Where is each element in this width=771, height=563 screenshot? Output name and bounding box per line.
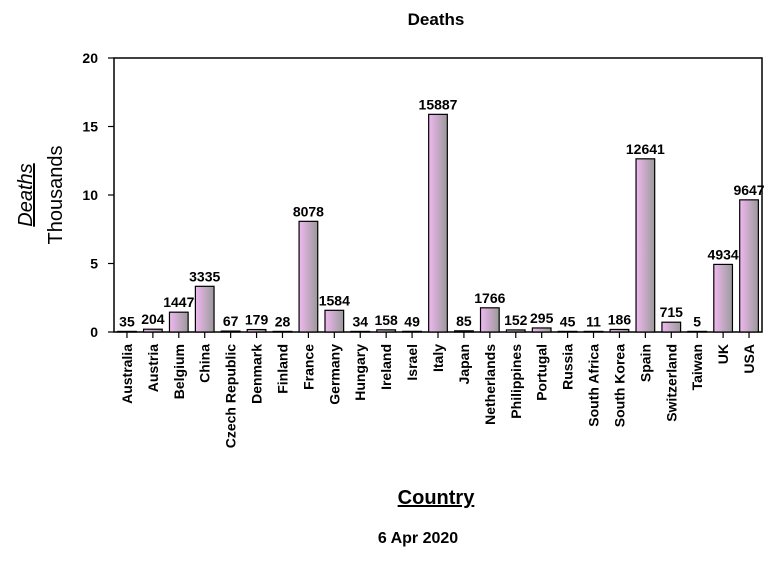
bar-value-label: 9647 <box>733 182 764 198</box>
x-tick-label: South Africa <box>586 344 602 427</box>
bar <box>428 113 448 333</box>
bar-value-label: 3335 <box>189 268 220 284</box>
bar <box>117 330 137 333</box>
y-tick-label: 10 <box>82 187 98 203</box>
y-axis-label: Deaths Thousands <box>15 146 67 245</box>
bar <box>194 285 215 333</box>
bar-value-label: 152 <box>504 312 528 328</box>
bar <box>402 330 423 333</box>
bar <box>298 220 319 333</box>
x-tick-label: Switzerland <box>663 344 679 422</box>
bar-value-label: 28 <box>275 313 291 329</box>
bar <box>220 330 241 333</box>
bar <box>583 330 604 333</box>
x-tick-label: Russia <box>560 344 576 390</box>
bar-value-label: 15887 <box>419 96 458 112</box>
x-tick-label: Australia <box>119 344 135 404</box>
bar-value-label: 35 <box>119 313 135 329</box>
bar <box>324 309 345 333</box>
x-tick-label: UK <box>715 344 731 364</box>
bar <box>479 307 500 333</box>
x-axis-label: Country <box>398 487 476 509</box>
bar <box>635 158 656 333</box>
x-tick-label: Netherlands <box>482 344 498 425</box>
bar <box>739 199 759 333</box>
x-tick-label: Czech Republic <box>223 344 239 448</box>
bar-value-label: 158 <box>374 312 398 328</box>
bar <box>272 330 293 333</box>
bar-value-label: 204 <box>141 311 165 327</box>
bar <box>713 263 734 333</box>
bar <box>168 311 189 333</box>
bar <box>687 330 708 333</box>
x-tick-label: Israel <box>404 344 420 381</box>
bar-value-label: 295 <box>530 310 554 326</box>
y-axis-label-bottom: Thousands <box>45 146 67 245</box>
bar-value-label: 45 <box>560 313 576 329</box>
x-tick-label: Hungary <box>352 344 368 401</box>
chart-footer-date: 6 Apr 2020 <box>378 530 458 547</box>
bar <box>531 327 552 333</box>
y-axis-label-top: Deaths <box>15 163 37 226</box>
bar-value-label: 715 <box>660 304 684 320</box>
bar-value-label: 4934 <box>708 246 739 262</box>
bar <box>609 328 630 333</box>
bar-value-label: 1447 <box>163 294 194 310</box>
x-tick-label: Spain <box>637 344 653 382</box>
x-tick-label: Philippines <box>508 344 524 419</box>
bar-value-label: 8078 <box>293 203 324 219</box>
bar <box>376 329 397 333</box>
x-tick-label: Belgium <box>171 344 187 399</box>
bar-value-label: 186 <box>608 311 632 327</box>
bar <box>661 321 682 333</box>
bar-value-label: 5 <box>693 313 701 329</box>
bar-value-label: 49 <box>404 313 420 329</box>
y-tick-label: 0 <box>90 324 98 340</box>
x-tick-label: Taiwan <box>689 344 705 390</box>
bar-value-label: 34 <box>352 313 368 329</box>
bar-value-label: 12641 <box>626 141 665 157</box>
bar <box>142 328 163 333</box>
y-tick-label: 5 <box>90 256 98 272</box>
x-tick-label: Germany <box>326 344 342 405</box>
y-tick-label: 20 <box>82 50 98 66</box>
x-tick-label: Ireland <box>378 344 394 390</box>
x-tick-label: Austria <box>145 344 161 392</box>
x-tick-label: Denmark <box>249 344 265 404</box>
x-axis: Australia Austria Belgium China Czech Republ… <box>119 332 757 448</box>
bar-value-label: 179 <box>245 312 269 328</box>
x-tick-label: Portugal <box>534 344 550 401</box>
bar <box>453 330 474 333</box>
x-tick-label: Japan <box>456 344 472 384</box>
bar <box>557 330 578 333</box>
bar <box>246 328 267 333</box>
bar <box>350 330 371 333</box>
bar-value-label: 11 <box>586 313 601 329</box>
bar-value-label: 1584 <box>319 292 350 308</box>
chart-title: Deaths <box>408 10 465 29</box>
x-tick-label: USA <box>741 344 757 374</box>
bar <box>505 329 526 333</box>
x-tick-label: China <box>197 344 213 383</box>
bar-value-label: 67 <box>223 313 239 329</box>
bar-value-label: 85 <box>456 313 472 329</box>
bar-value-label: 1766 <box>474 290 505 306</box>
x-tick-label: Italy <box>430 344 446 372</box>
x-tick-label: South Korea <box>611 344 627 427</box>
y-axis: 0 5 10 15 20 <box>82 50 114 340</box>
y-tick-label: 15 <box>82 119 98 135</box>
x-tick-label: France <box>300 344 316 390</box>
x-tick-label: Finland <box>274 344 290 394</box>
